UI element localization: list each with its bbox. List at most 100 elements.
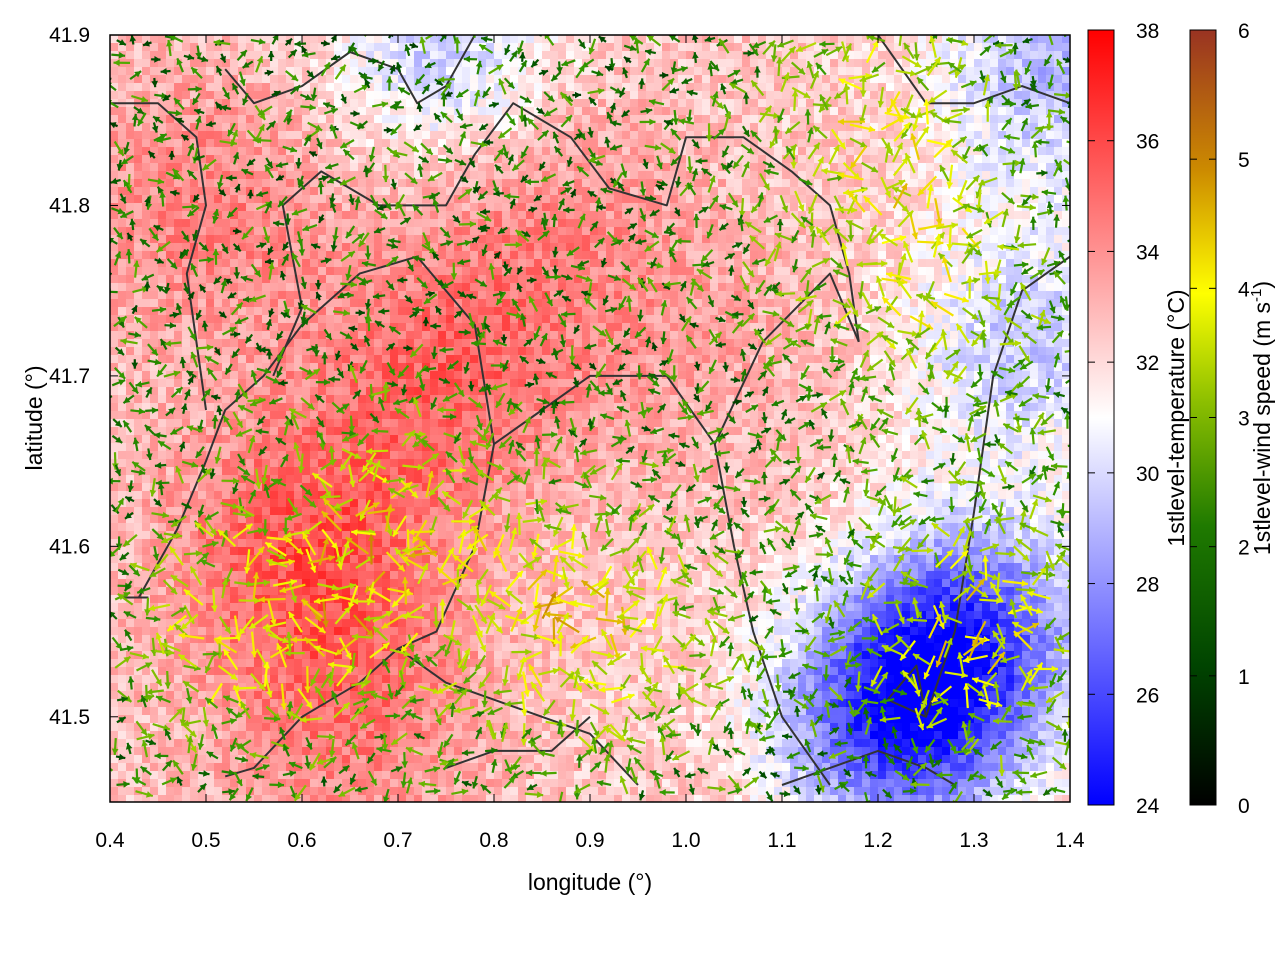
heatmap-cell xyxy=(766,91,775,100)
heatmap-cell xyxy=(430,99,439,108)
heatmap-cell xyxy=(958,123,967,132)
heatmap-cell xyxy=(214,59,223,68)
heatmap-cell xyxy=(678,227,687,236)
heatmap-cell xyxy=(134,163,143,172)
heatmap-cell xyxy=(478,235,487,244)
heatmap-cell xyxy=(486,163,495,172)
heatmap-cell xyxy=(422,339,431,348)
heatmap-cell xyxy=(830,235,839,244)
heatmap-cell xyxy=(142,355,151,364)
heatmap-cell xyxy=(638,123,647,132)
heatmap-cell xyxy=(454,323,463,332)
heatmap-cell xyxy=(606,355,615,364)
heatmap-cell xyxy=(518,347,527,356)
heatmap-cell xyxy=(950,275,959,284)
heatmap-cell xyxy=(246,347,255,356)
heatmap-cell xyxy=(366,139,375,148)
heatmap-cell xyxy=(158,315,167,324)
heatmap-cell xyxy=(814,115,823,124)
heatmap-cell xyxy=(782,219,791,228)
heatmap-cell xyxy=(990,147,999,156)
heatmap-cell xyxy=(958,51,967,60)
heatmap-cell xyxy=(726,355,735,364)
heatmap-cell xyxy=(766,243,775,252)
heatmap-cell xyxy=(366,179,375,188)
heatmap-cell xyxy=(814,355,823,364)
heatmap-cell xyxy=(166,123,175,132)
heatmap-cell xyxy=(694,99,703,108)
heatmap-cell xyxy=(110,115,119,124)
heatmap-cell xyxy=(806,51,815,60)
heatmap-cell xyxy=(406,35,415,44)
heatmap-cell xyxy=(182,75,191,84)
heatmap-cell xyxy=(1054,179,1063,188)
heatmap-cell xyxy=(670,43,679,52)
heatmap-cell xyxy=(502,67,511,76)
heatmap-cell xyxy=(566,35,575,44)
heatmap-cell xyxy=(526,331,535,340)
heatmap-cell xyxy=(678,355,687,364)
heatmap-cell xyxy=(342,219,351,228)
heatmap-cell xyxy=(734,43,743,52)
heatmap-cell xyxy=(206,35,215,44)
heatmap-cell xyxy=(750,35,759,44)
heatmap-cell xyxy=(126,267,135,276)
heatmap-cell xyxy=(1046,195,1055,204)
heatmap-cell xyxy=(486,283,495,292)
heatmap-cell xyxy=(638,99,647,108)
heatmap-cell xyxy=(366,91,375,100)
heatmap-cell xyxy=(1014,267,1023,276)
plot-area xyxy=(100,20,1089,808)
heatmap-cell xyxy=(158,155,167,164)
heatmap-cell xyxy=(862,219,871,228)
heatmap-cell xyxy=(326,315,335,324)
heatmap-cell xyxy=(1062,43,1071,52)
heatmap-cell xyxy=(718,259,727,268)
heatmap-cell xyxy=(358,99,367,108)
heatmap-cell xyxy=(542,99,551,108)
heatmap-cell xyxy=(1014,275,1023,284)
heatmap-cell xyxy=(870,291,879,300)
heatmap-cell xyxy=(942,107,951,116)
heatmap-cell xyxy=(934,75,943,84)
heatmap-cell xyxy=(726,123,735,132)
heatmap-cell xyxy=(966,115,975,124)
heatmap-cell xyxy=(998,115,1007,124)
heatmap-cell xyxy=(526,283,535,292)
heatmap-cell xyxy=(174,83,183,92)
heatmap-cell xyxy=(254,235,263,244)
heatmap-cell xyxy=(206,171,215,180)
heatmap-cell xyxy=(1022,51,1031,60)
heatmap-cell xyxy=(326,139,335,148)
heatmap-cell xyxy=(630,115,639,124)
heatmap-cell xyxy=(686,347,695,356)
heatmap-cell xyxy=(574,83,583,92)
heatmap-cell xyxy=(462,139,471,148)
heatmap-cell xyxy=(534,43,543,52)
heatmap-cell xyxy=(1038,51,1047,60)
heatmap-cell xyxy=(126,83,135,92)
heatmap-cell xyxy=(470,275,479,284)
heatmap-cell xyxy=(926,331,935,340)
heatmap-cell xyxy=(646,355,655,364)
heatmap-cell xyxy=(462,299,471,308)
heatmap-cell xyxy=(166,211,175,220)
heatmap-cell xyxy=(358,211,367,220)
heatmap-cell xyxy=(798,251,807,260)
heatmap-cell xyxy=(374,155,383,164)
heatmap-cell xyxy=(438,187,447,196)
heatmap-cell xyxy=(990,155,999,164)
heatmap-cell xyxy=(990,75,999,84)
heatmap-cell xyxy=(670,139,679,148)
heatmap-cell xyxy=(566,123,575,132)
heatmap-cell xyxy=(230,235,239,244)
heatmap-cell xyxy=(182,59,191,68)
heatmap-cell xyxy=(518,131,527,140)
heatmap-cell xyxy=(222,347,231,356)
heatmap-cell xyxy=(206,267,215,276)
heatmap-cell xyxy=(430,131,439,140)
heatmap-cell xyxy=(302,355,311,364)
heatmap-cell xyxy=(966,91,975,100)
heatmap-cell xyxy=(870,211,879,220)
heatmap-cell xyxy=(254,323,263,332)
